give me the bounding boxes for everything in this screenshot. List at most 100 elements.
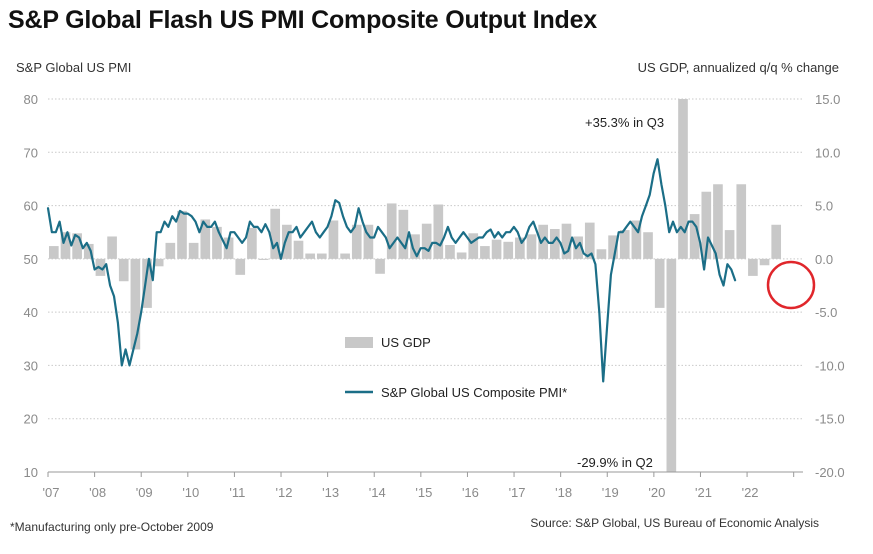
gdp-bar: [445, 245, 455, 259]
gdp-bar: [316, 253, 327, 259]
gdp-bar: [118, 258, 129, 282]
gdp-bar: [584, 222, 595, 259]
gdp-bar: [153, 258, 164, 267]
gdp-bar: [305, 253, 315, 259]
x-tick-label: '16: [462, 485, 479, 500]
x-tick-label: '09: [136, 485, 153, 500]
gdp-bar: [666, 258, 677, 472]
gdp-bar: [736, 184, 747, 259]
gdp-bar: [223, 237, 234, 259]
gdp-bar: [177, 210, 187, 259]
gdp-bar: [748, 258, 758, 276]
x-tick-label: '12: [276, 485, 293, 500]
gdp-bar: [188, 242, 199, 259]
pmi-line: [46, 158, 737, 383]
gdp-bar: [480, 246, 490, 259]
gdp-bar: [421, 223, 432, 259]
gdp-bar: [107, 236, 117, 259]
gdp-bar: [678, 99, 688, 259]
legend-gdp-swatch: [345, 337, 373, 348]
x-tick-label: '21: [695, 485, 712, 500]
left-tick-label: 80: [24, 92, 38, 107]
gdp-bar: [282, 224, 292, 259]
x-tick-label: '18: [555, 485, 572, 500]
gdp-bar: [212, 226, 222, 259]
gdp-bar: [293, 240, 304, 259]
gdp-bar: [375, 258, 385, 274]
gdp-bar: [689, 214, 700, 259]
annotation-q2: -29.9% in Q2: [577, 455, 653, 470]
gdp-bar: [771, 224, 782, 259]
gdp-bar: [538, 224, 549, 259]
left-axis-title: S&P Global US PMI: [16, 60, 132, 75]
gdp-bar: [573, 236, 583, 259]
gdp-bar: [550, 229, 560, 259]
x-tick-label: '08: [89, 485, 106, 500]
gdp-bar: [701, 191, 712, 259]
right-tick-label: -10.0: [815, 358, 845, 373]
gdp-bar: [340, 253, 350, 259]
right-axis-title: US GDP, annualized q/q % change: [637, 60, 839, 75]
gdp-bar: [60, 232, 71, 259]
x-tick-label: '14: [369, 485, 386, 500]
left-tick-label: 50: [24, 252, 38, 267]
chart-title: S&P Global Flash US PMI Composite Output…: [8, 6, 598, 34]
x-tick-label: '19: [602, 485, 619, 500]
x-tick-label: '11: [229, 485, 245, 500]
gdp-bar: [72, 233, 82, 259]
gdp-bar: [363, 224, 374, 259]
gdp-bar: [258, 258, 269, 260]
annotation-q3: +35.3% in Q3: [585, 115, 664, 130]
legend-pmi-label: S&P Global US Composite PMI*: [381, 385, 567, 400]
left-tick-label: 30: [24, 358, 38, 373]
gdp-bar: [235, 258, 246, 275]
gdp-bar: [526, 234, 537, 259]
left-tick-label: 10: [24, 465, 38, 480]
right-tick-label: -20.0: [815, 465, 845, 480]
gdp-bar: [386, 203, 397, 259]
gdp-bar: [713, 184, 723, 259]
x-tick-label: '17: [509, 485, 526, 500]
left-tick-label: 60: [24, 199, 38, 214]
right-tick-label: -15.0: [815, 412, 845, 427]
gdp-bar: [631, 220, 642, 259]
gdp-bar: [643, 232, 653, 259]
gdp-bar: [654, 258, 665, 308]
x-tick-label: '07: [43, 485, 60, 500]
right-tick-label: 15.0: [815, 92, 840, 107]
x-tick-label: '10: [182, 485, 199, 500]
legend-gdp-label: US GDP: [381, 335, 431, 350]
right-tick-label: 0.0: [815, 252, 833, 267]
gdp-bars: [49, 99, 782, 472]
x-tick-label: '22: [742, 485, 759, 500]
gdp-bar: [724, 230, 735, 259]
gdp-bar: [561, 223, 572, 259]
recent-decline-highlight-circle: [766, 260, 816, 310]
gdp-bar: [142, 258, 152, 308]
x-tick-label: '15: [415, 485, 432, 500]
gdp-bar: [165, 242, 176, 259]
gdp-bar: [759, 258, 770, 266]
gdp-bar: [456, 252, 467, 259]
gdp-bar: [200, 219, 211, 259]
gdp-bar: [515, 237, 525, 259]
pmi-line-group: [46, 158, 737, 383]
gdp-bar: [596, 249, 607, 259]
gdp-bar: [247, 227, 257, 259]
gdp-bar: [270, 208, 281, 259]
source-note: Source: S&P Global, US Bureau of Economi…: [530, 516, 819, 530]
left-tick-label: 20: [24, 412, 38, 427]
axes: 80 70 60 50 40 30 20 10 15.0 10.0 5.0 0.0 -5.0 -10.0 -…: [24, 92, 845, 500]
gdp-bar: [328, 220, 339, 259]
left-tick-label: 40: [24, 305, 38, 320]
gdp-bar: [49, 246, 59, 259]
gdp-bar: [130, 258, 141, 350]
gdp-bar: [503, 241, 514, 259]
gdp-bar: [468, 233, 479, 259]
x-tick-label: '13: [322, 485, 339, 500]
left-tick-label: 70: [24, 145, 38, 160]
gdp-bar: [351, 224, 362, 259]
right-tick-label: 10.0: [815, 145, 840, 160]
gdp-bar: [83, 243, 94, 259]
